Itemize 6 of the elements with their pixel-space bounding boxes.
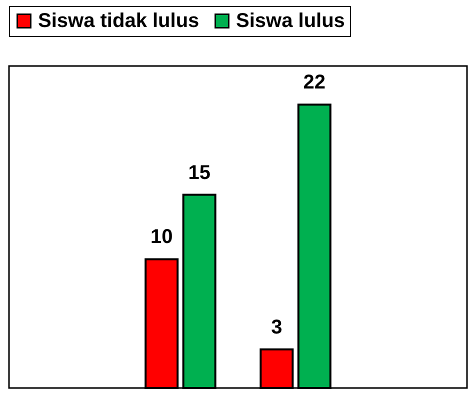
data-label: 22 xyxy=(303,72,326,94)
data-label: 3 xyxy=(271,316,282,338)
data-label: 10 xyxy=(150,226,173,248)
legend-label: Siswa tidak lulus xyxy=(38,10,200,32)
legend-label: Siswa lulus xyxy=(236,10,345,32)
data-label: 15 xyxy=(188,162,210,184)
